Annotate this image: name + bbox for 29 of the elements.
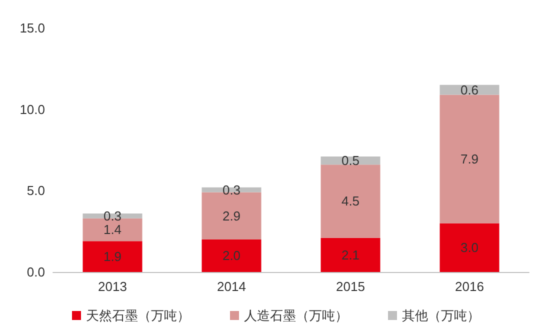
y-tick-label: 10.0 — [20, 102, 45, 117]
x-tick-label: 2014 — [217, 279, 246, 294]
legend-label: 天然石墨（万吨） — [86, 308, 190, 323]
data-label: 4.5 — [341, 194, 360, 209]
x-tick-label: 2013 — [98, 279, 127, 294]
data-label: 0.3 — [222, 182, 241, 198]
x-tick-label: 2015 — [336, 279, 365, 294]
bar — [202, 239, 262, 272]
legend-label: 人造石墨（万吨） — [244, 308, 348, 323]
data-label: 0.6 — [460, 82, 479, 98]
bar — [440, 94, 500, 224]
legend-label: 其他（万吨） — [402, 308, 480, 323]
bar — [82, 241, 142, 272]
y-tick-label: 15.0 — [20, 20, 45, 36]
bar — [440, 223, 500, 272]
data-label: 7.9 — [460, 151, 479, 166]
y-tick-label: 0.0 — [26, 264, 45, 280]
data-label: 2.9 — [222, 208, 241, 224]
x-tick-label: 2016 — [455, 279, 484, 294]
data-label: 0.3 — [103, 208, 122, 224]
y-tick-label: 5.0 — [26, 183, 45, 198]
data-label: 1.4 — [103, 222, 122, 238]
bar — [320, 238, 380, 272]
data-label: 1.9 — [103, 249, 122, 264]
data-label: 2.1 — [341, 247, 360, 262]
data-label: 3.0 — [460, 240, 479, 256]
data-label: 2.0 — [222, 248, 241, 264]
bar — [320, 164, 380, 238]
data-label: 0.5 — [341, 153, 360, 168]
